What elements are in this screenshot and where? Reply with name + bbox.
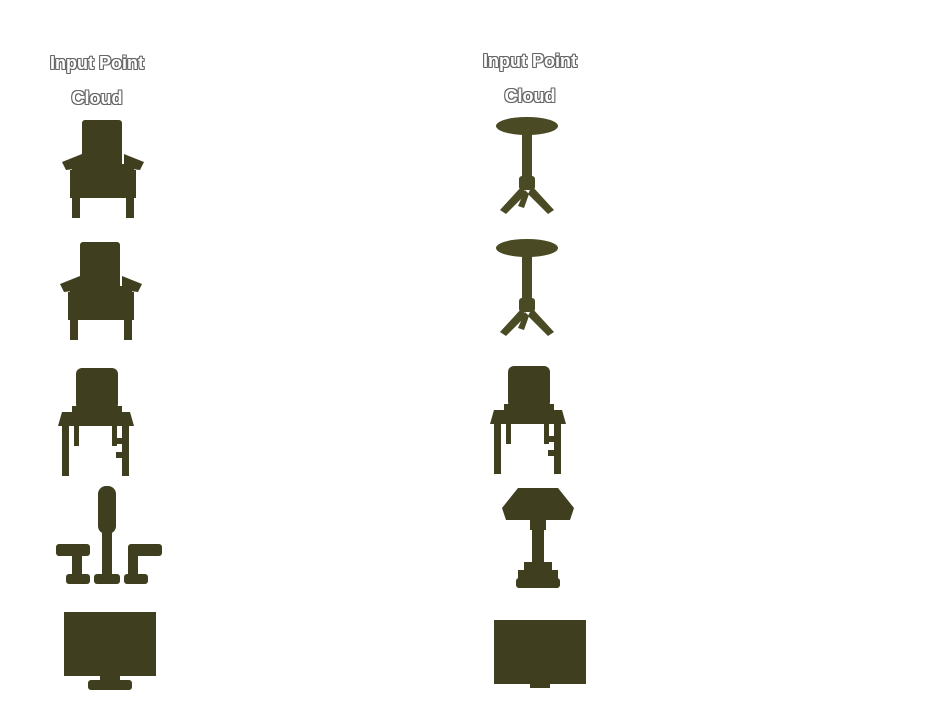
dining-chair-model [490,366,566,474]
monitor-model [64,612,156,690]
right-object-3 [488,364,568,476]
monitor-model [494,620,586,688]
left-object-1 [60,118,146,220]
faucet-model [56,486,162,584]
armchair-model [62,120,144,218]
right-column-title: Input Point Cloud [450,44,610,114]
right-object-2 [492,238,562,338]
left-title-line1: Input Point [50,53,144,73]
left-column-title: Input Point Cloud [17,46,177,116]
pedestal-table-model [496,239,558,336]
right-object-1 [492,116,562,218]
faucet-icon [56,486,162,584]
armchair-model [60,242,142,340]
monitor-icon [494,620,586,688]
pedestal-table-icon [496,117,558,214]
right-object-4 [500,484,576,590]
right-title-line1: Input Point [483,51,577,71]
dining-chair-icon [58,368,134,476]
left-title-line2: Cloud [71,88,123,108]
monitor-icon [64,612,156,690]
pedestal-table-model [496,117,558,214]
armchair-icon [62,120,144,218]
right-object-5 [492,618,596,688]
dining-chair-model [58,368,134,476]
left-object-5 [62,610,158,692]
left-object-2 [58,240,144,342]
pedestal-table-icon [496,239,558,336]
dining-chair-icon [490,366,566,474]
right-title-line2: Cloud [504,86,556,106]
armchair-icon [60,242,142,340]
table-lamp-icon [502,488,574,588]
table-lamp-model [502,488,574,588]
left-object-3 [56,366,136,478]
left-object-4 [54,484,164,586]
